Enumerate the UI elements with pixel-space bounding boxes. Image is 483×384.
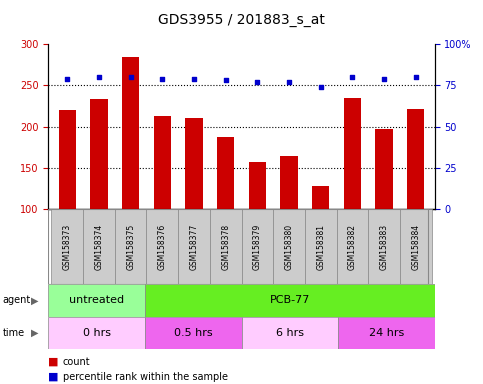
Bar [280, 156, 298, 209]
Text: 6 hrs: 6 hrs [276, 328, 304, 338]
Text: ■: ■ [48, 357, 62, 367]
Bar [210, 209, 242, 284]
Bar [146, 209, 178, 284]
Bar [154, 116, 171, 209]
Bar [407, 109, 425, 209]
Bar [178, 209, 210, 284]
Bar [242, 317, 338, 349]
Point [412, 74, 420, 80]
Bar [185, 118, 203, 209]
Bar [217, 137, 234, 209]
Point [190, 76, 198, 82]
Bar [48, 284, 145, 317]
Text: GSM158376: GSM158376 [158, 223, 167, 270]
Bar [115, 209, 146, 284]
Point [95, 74, 103, 80]
Text: ▶: ▶ [31, 328, 39, 338]
Bar [58, 110, 76, 209]
Text: GSM158373: GSM158373 [63, 223, 72, 270]
Point [285, 79, 293, 85]
Text: GSM158384: GSM158384 [411, 223, 420, 270]
Text: untreated: untreated [69, 295, 124, 306]
Text: count: count [63, 357, 90, 367]
Point [127, 74, 134, 80]
Text: ■: ■ [48, 372, 62, 382]
Text: GDS3955 / 201883_s_at: GDS3955 / 201883_s_at [158, 13, 325, 27]
Text: 24 hrs: 24 hrs [369, 328, 404, 338]
Text: GSM158383: GSM158383 [380, 223, 388, 270]
Point [254, 79, 261, 85]
Bar [337, 209, 368, 284]
Bar [122, 56, 140, 209]
Bar [249, 162, 266, 209]
Text: GSM158377: GSM158377 [189, 223, 199, 270]
Text: GSM158381: GSM158381 [316, 224, 325, 270]
Bar [368, 209, 400, 284]
Text: GSM158375: GSM158375 [126, 223, 135, 270]
Bar [145, 284, 435, 317]
Bar [400, 209, 431, 284]
Text: GSM158380: GSM158380 [284, 223, 294, 270]
Text: time: time [2, 328, 25, 338]
Text: PCB-77: PCB-77 [270, 295, 310, 306]
Bar [83, 209, 115, 284]
Point [158, 76, 166, 82]
Bar [375, 129, 393, 209]
Point [222, 78, 229, 84]
Point [380, 76, 388, 82]
Bar [52, 209, 83, 284]
Text: GSM158379: GSM158379 [253, 223, 262, 270]
Bar [145, 317, 242, 349]
Text: agent: agent [2, 295, 30, 306]
Bar [312, 186, 329, 209]
Text: GSM158378: GSM158378 [221, 223, 230, 270]
Text: GSM158382: GSM158382 [348, 224, 357, 270]
Bar [242, 209, 273, 284]
Text: 0.5 hrs: 0.5 hrs [174, 328, 213, 338]
Bar [90, 99, 108, 209]
Bar [305, 209, 337, 284]
Point [63, 76, 71, 82]
Point [349, 74, 356, 80]
Bar [273, 209, 305, 284]
Bar [343, 98, 361, 209]
Text: percentile rank within the sample: percentile rank within the sample [63, 372, 228, 382]
Bar [338, 317, 435, 349]
Text: ▶: ▶ [31, 295, 39, 306]
Text: GSM158374: GSM158374 [95, 223, 103, 270]
Text: 0 hrs: 0 hrs [83, 328, 111, 338]
Bar [48, 317, 145, 349]
Point [317, 84, 325, 90]
